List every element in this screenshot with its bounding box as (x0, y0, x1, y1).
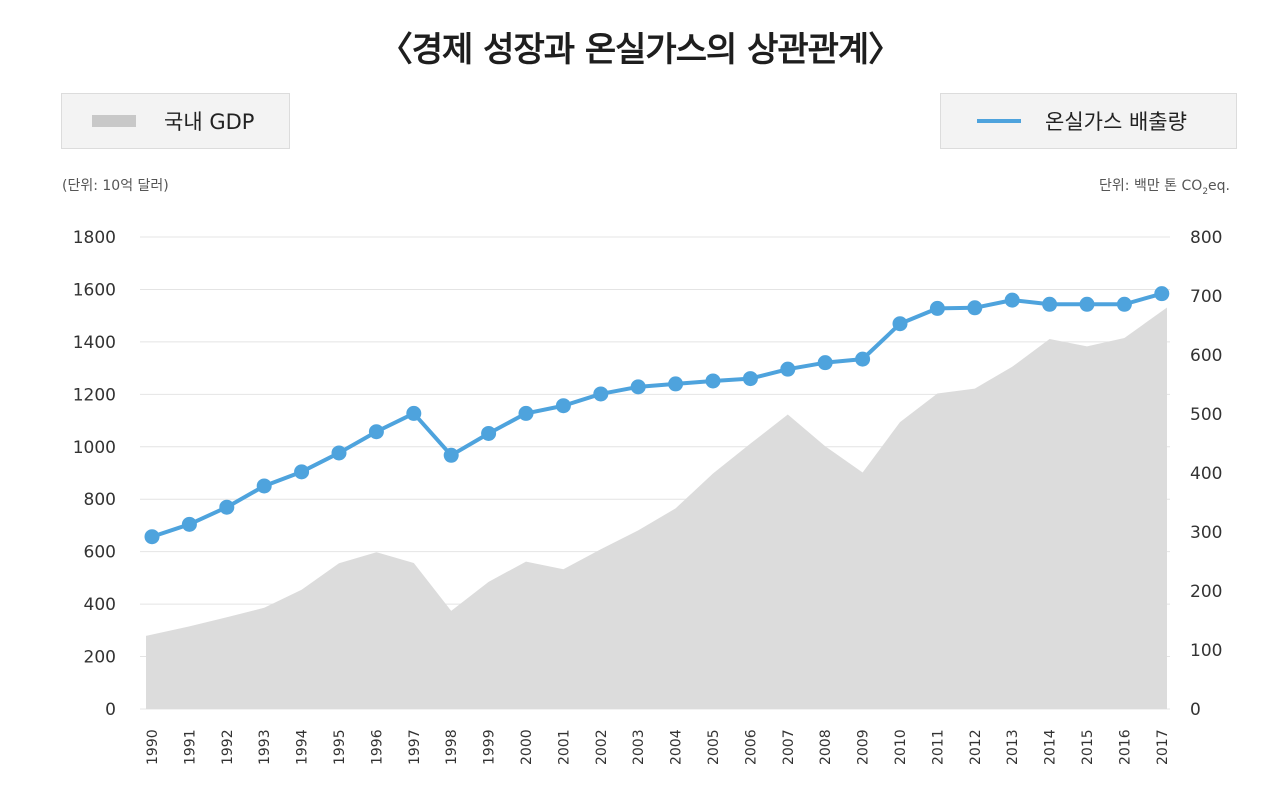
x-tick-label: 1998 (444, 729, 460, 765)
emissions-point (1005, 293, 1020, 308)
emissions-point (1117, 297, 1132, 312)
x-tick-label: 2012 (968, 729, 984, 765)
emissions-point (1154, 286, 1169, 301)
x-tick-label: 2004 (669, 729, 685, 765)
emissions-point (294, 464, 309, 479)
left-tick-label: 1800 (73, 228, 116, 248)
emissions-point (593, 386, 608, 401)
x-tick-label: 2008 (818, 729, 834, 765)
x-tick-label: 2005 (706, 729, 722, 765)
right-tick-label: 100 (1190, 641, 1222, 661)
x-tick-label: 1999 (482, 729, 498, 765)
emissions-point (257, 478, 272, 493)
left-tick-label: 1400 (73, 333, 116, 353)
emissions-point (481, 426, 496, 441)
left-tick-label: 1200 (73, 385, 116, 405)
emissions-point (182, 517, 197, 532)
x-tick-label: 1993 (257, 729, 273, 765)
x-tick-label: 2013 (1005, 729, 1021, 765)
x-tick-label: 1994 (295, 729, 311, 765)
x-tick-label: 2017 (1155, 729, 1171, 765)
left-tick-label: 600 (84, 543, 116, 563)
left-tick-label: 0 (105, 700, 116, 720)
right-tick-label: 300 (1190, 523, 1222, 543)
emissions-point (706, 373, 721, 388)
right-tick-label: 600 (1190, 346, 1222, 366)
left-tick-label: 1000 (73, 438, 116, 458)
x-tick-label: 2009 (856, 729, 872, 765)
emissions-point (556, 398, 571, 413)
gdp-area (146, 308, 1167, 709)
x-tick-label: 1996 (369, 729, 385, 765)
x-tick-label: 2003 (631, 729, 647, 765)
right-tick-label: 400 (1190, 464, 1222, 484)
x-tick-label: 2015 (1080, 729, 1096, 765)
x-tick-label: 1992 (220, 729, 236, 765)
emissions-point (519, 406, 534, 421)
x-tick-label: 2014 (1043, 729, 1059, 765)
emissions-point (780, 362, 795, 377)
left-tick-label: 400 (84, 595, 116, 615)
left-tick-label: 800 (84, 490, 116, 510)
emissions-point (631, 379, 646, 394)
emissions-point (818, 355, 833, 370)
x-tick-label: 1990 (145, 729, 161, 765)
right-tick-label: 0 (1190, 700, 1201, 720)
x-tick-label: 2001 (556, 729, 572, 765)
emissions-point (668, 376, 683, 391)
emissions-point (893, 316, 908, 331)
right-tick-label: 800 (1190, 228, 1222, 248)
emissions-point (1042, 297, 1057, 312)
x-tick-label: 2000 (519, 729, 535, 765)
x-tick-label: 1991 (182, 729, 198, 765)
x-tick-label: 2016 (1117, 729, 1133, 765)
emissions-point (967, 300, 982, 315)
emissions-point (855, 352, 870, 367)
emissions-point (406, 406, 421, 421)
left-tick-label: 1600 (73, 280, 116, 300)
emissions-point (444, 448, 459, 463)
x-tick-label: 2002 (594, 729, 610, 765)
emissions-point (743, 371, 758, 386)
emissions-point (930, 301, 945, 316)
x-tick-label: 2007 (781, 729, 797, 765)
emissions-point (369, 424, 384, 439)
right-tick-label: 500 (1190, 405, 1222, 425)
left-tick-label: 200 (84, 648, 116, 668)
right-tick-label: 200 (1190, 582, 1222, 602)
x-tick-label: 1997 (407, 729, 423, 765)
emissions-point (145, 529, 160, 544)
emissions-point (332, 445, 347, 460)
x-tick-label: 2011 (930, 729, 946, 765)
right-tick-label: 700 (1190, 287, 1222, 307)
x-tick-label: 2006 (743, 729, 759, 765)
x-tick-label: 2010 (893, 729, 909, 765)
emissions-point (1080, 297, 1095, 312)
x-tick-label: 1995 (332, 729, 348, 765)
emissions-point (219, 500, 234, 515)
